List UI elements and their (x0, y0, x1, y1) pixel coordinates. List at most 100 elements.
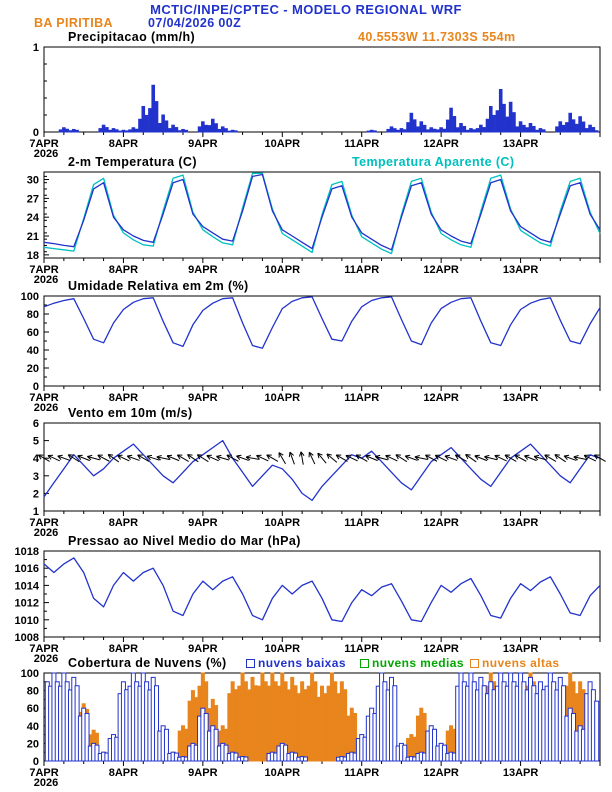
station-label: BA PIRITIBA (34, 16, 113, 30)
svg-text:13APR: 13APR (503, 392, 539, 404)
svg-text:2026: 2026 (34, 527, 58, 539)
svg-text:11APR: 11APR (344, 643, 379, 655)
svg-text:11APR: 11APR (344, 517, 379, 529)
svg-text:80: 80 (27, 686, 39, 698)
svg-text:20: 20 (27, 738, 39, 750)
svg-text:11APR: 11APR (344, 767, 379, 779)
svg-text:1014: 1014 (15, 580, 40, 592)
svg-text:10APR: 10APR (265, 643, 301, 655)
svg-text:18: 18 (27, 250, 39, 262)
svg-text:5: 5 (33, 436, 39, 448)
svg-text:2: 2 (33, 488, 39, 500)
svg-text:2026: 2026 (34, 777, 58, 789)
svg-text:30: 30 (27, 175, 39, 187)
svg-text:40: 40 (27, 721, 39, 733)
svg-text:100: 100 (21, 668, 39, 680)
svg-text:11APR: 11APR (344, 138, 379, 150)
svg-text:7APR: 7APR (29, 517, 58, 529)
svg-text:27: 27 (27, 193, 39, 205)
legend-nuvens-baixas: nuvens baixas (246, 656, 346, 670)
legend-label-baixas: nuvens baixas (258, 656, 346, 670)
svg-text:10APR: 10APR (265, 517, 301, 529)
svg-text:0: 0 (33, 756, 39, 768)
svg-text:2026: 2026 (34, 148, 58, 160)
svg-text:10APR: 10APR (265, 767, 301, 779)
svg-text:9APR: 9APR (188, 138, 217, 150)
humidity-title: Umidade Relativa em 2m (%) (68, 279, 249, 293)
svg-text:11APR: 11APR (344, 264, 379, 276)
svg-text:8APR: 8APR (109, 517, 138, 529)
svg-text:6: 6 (33, 418, 39, 430)
svg-text:9APR: 9APR (188, 264, 217, 276)
svg-text:1010: 1010 (15, 615, 39, 627)
svg-text:10APR: 10APR (265, 392, 301, 404)
svg-text:12APR: 12APR (423, 138, 459, 150)
svg-text:7APR: 7APR (29, 138, 58, 150)
svg-text:13APR: 13APR (503, 138, 539, 150)
temp-title: 2-m Temperatura (C) (68, 155, 197, 169)
svg-text:7APR: 7APR (29, 392, 58, 404)
svg-text:12APR: 12APR (423, 643, 459, 655)
svg-text:9APR: 9APR (188, 767, 217, 779)
svg-text:4: 4 (33, 453, 40, 465)
legend-nuvens-altas: nuvens altas (470, 656, 560, 670)
svg-text:11APR: 11APR (344, 392, 379, 404)
svg-text:2026: 2026 (34, 274, 58, 286)
svg-text:60: 60 (27, 703, 39, 715)
svg-text:12APR: 12APR (423, 264, 459, 276)
temp-aparente-label: Temperatura Aparente (C) (352, 155, 515, 169)
svg-text:13APR: 13APR (503, 767, 539, 779)
svg-text:0: 0 (33, 381, 39, 393)
legend-swatch-baixas (246, 658, 255, 668)
legend-swatch-altas (470, 658, 479, 668)
svg-text:21: 21 (27, 231, 39, 243)
svg-text:1: 1 (33, 506, 39, 518)
svg-text:13APR: 13APR (503, 643, 539, 655)
svg-text:8APR: 8APR (109, 767, 138, 779)
svg-text:12APR: 12APR (423, 517, 459, 529)
svg-text:1012: 1012 (15, 598, 39, 610)
svg-text:8APR: 8APR (109, 264, 138, 276)
legend-swatch-medias (360, 658, 369, 668)
svg-text:60: 60 (27, 327, 39, 339)
svg-text:40: 40 (27, 345, 39, 357)
svg-text:8APR: 8APR (109, 643, 138, 655)
cloud-cover-title: Cobertura de Nuvens (%) (68, 656, 227, 670)
svg-text:1016: 1016 (15, 563, 39, 575)
svg-text:9APR: 9APR (188, 392, 217, 404)
svg-text:12APR: 12APR (423, 392, 459, 404)
svg-text:1018: 1018 (15, 546, 39, 558)
precip-title: Precipitacao (mm/h) (68, 30, 196, 44)
svg-text:7APR: 7APR (29, 767, 58, 779)
svg-text:13APR: 13APR (503, 517, 539, 529)
svg-text:100: 100 (21, 291, 39, 303)
svg-text:1008: 1008 (15, 632, 39, 644)
svg-text:8APR: 8APR (109, 392, 138, 404)
run-label: 07/04/2026 00Z (148, 16, 242, 30)
svg-text:80: 80 (27, 309, 39, 321)
svg-text:13APR: 13APR (503, 264, 539, 276)
pressure-title: Pressao ao Nivel Medio do Mar (hPa) (68, 534, 301, 548)
svg-text:20: 20 (27, 363, 39, 375)
location-label: 40.5553W 11.7303S 554m (358, 30, 516, 44)
svg-text:7APR: 7APR (29, 643, 58, 655)
svg-text:2026: 2026 (34, 653, 58, 665)
svg-text:0: 0 (33, 127, 39, 139)
svg-text:9APR: 9APR (188, 643, 217, 655)
legend-nuvens-medias: nuvens medias (360, 656, 464, 670)
legend-label-altas: nuvens altas (482, 656, 560, 670)
svg-text:24: 24 (27, 212, 40, 224)
svg-text:1: 1 (33, 42, 39, 54)
svg-text:10APR: 10APR (265, 138, 301, 150)
svg-text:12APR: 12APR (423, 767, 459, 779)
svg-text:2026: 2026 (34, 402, 58, 414)
svg-text:8APR: 8APR (109, 138, 138, 150)
legend-label-medias: nuvens medias (372, 656, 464, 670)
wind-title: Vento em 10m (m/s) (68, 406, 193, 420)
header-title: MCTIC/INPE/CPTEC - MODELO REGIONAL WRF (150, 2, 462, 17)
svg-text:9APR: 9APR (188, 517, 217, 529)
svg-text:10APR: 10APR (265, 264, 301, 276)
svg-text:3: 3 (33, 471, 39, 483)
